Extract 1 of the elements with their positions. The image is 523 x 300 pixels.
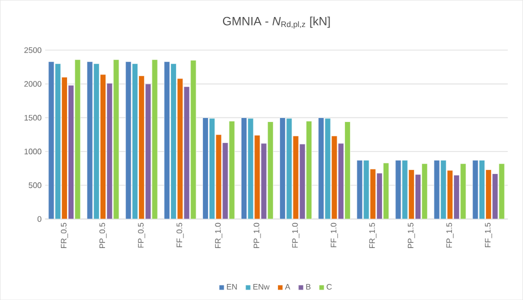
- chart-title: GMNIA - N$_{Rd,pl,z}$ [kN]: [222, 16, 330, 29]
